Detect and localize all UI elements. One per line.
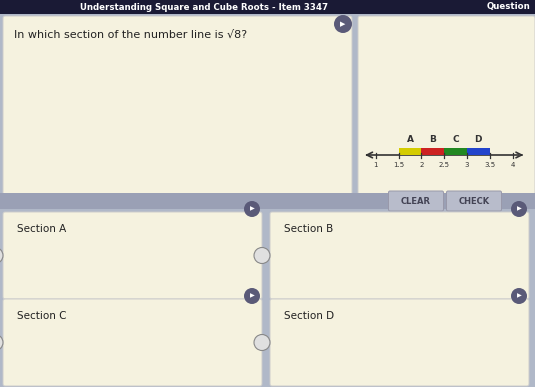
Bar <box>467 148 490 155</box>
Circle shape <box>254 248 270 264</box>
Circle shape <box>254 334 270 351</box>
Text: Section A: Section A <box>17 224 66 234</box>
Text: 2: 2 <box>419 162 424 168</box>
Text: 2.5: 2.5 <box>439 162 450 168</box>
Bar <box>399 148 422 155</box>
Bar <box>422 148 444 155</box>
Circle shape <box>0 248 3 264</box>
Text: Section C: Section C <box>17 311 66 321</box>
FancyBboxPatch shape <box>3 212 262 299</box>
Text: A: A <box>407 135 414 144</box>
Circle shape <box>334 15 352 33</box>
FancyBboxPatch shape <box>270 299 529 386</box>
FancyBboxPatch shape <box>447 191 501 211</box>
Text: C: C <box>452 135 459 144</box>
Text: Section B: Section B <box>284 224 333 234</box>
Text: B: B <box>430 135 436 144</box>
Text: ▶: ▶ <box>340 21 346 27</box>
FancyBboxPatch shape <box>3 16 352 195</box>
Text: 1: 1 <box>373 162 378 168</box>
Text: D: D <box>475 135 482 144</box>
Text: 1.5: 1.5 <box>393 162 404 168</box>
Text: ▶: ▶ <box>250 293 254 298</box>
Circle shape <box>0 334 3 351</box>
Circle shape <box>511 201 527 217</box>
Circle shape <box>244 288 260 304</box>
Text: 3: 3 <box>465 162 469 168</box>
Circle shape <box>244 201 260 217</box>
Bar <box>0 193 535 209</box>
Text: ▶: ▶ <box>517 293 522 298</box>
FancyBboxPatch shape <box>358 16 535 195</box>
Circle shape <box>511 288 527 304</box>
Text: Question: Question <box>486 2 530 12</box>
FancyBboxPatch shape <box>270 212 529 299</box>
Text: CHECK: CHECK <box>458 197 490 205</box>
Text: 3.5: 3.5 <box>484 162 495 168</box>
Text: ▶: ▶ <box>250 207 254 212</box>
Text: ▶: ▶ <box>517 207 522 212</box>
Text: In which section of the number line is √8?: In which section of the number line is √… <box>14 30 247 40</box>
FancyBboxPatch shape <box>3 299 262 386</box>
Bar <box>0 0 535 14</box>
FancyBboxPatch shape <box>388 191 444 211</box>
Text: Understanding Square and Cube Roots - Item 3347: Understanding Square and Cube Roots - It… <box>80 2 328 12</box>
Text: 4: 4 <box>510 162 515 168</box>
Text: Section D: Section D <box>284 311 334 321</box>
Bar <box>444 148 467 155</box>
Text: CLEAR: CLEAR <box>401 197 431 205</box>
